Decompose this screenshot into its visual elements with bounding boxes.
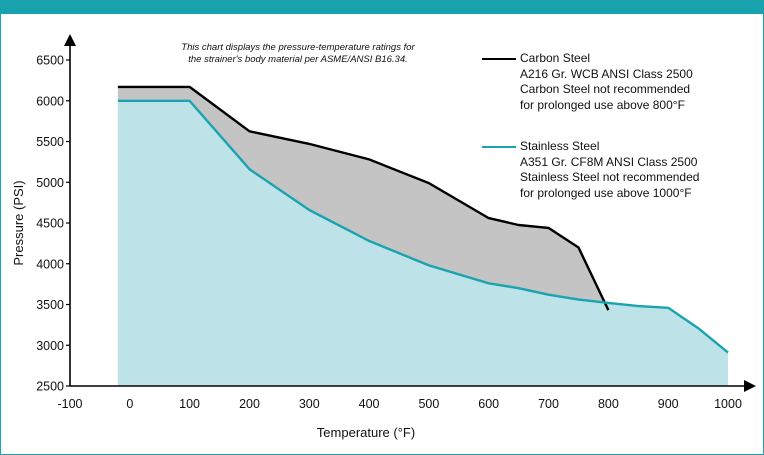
y-tick-label: 4500 (36, 217, 64, 231)
chart-annotation: This chart displays the pressure-tempera… (181, 42, 415, 65)
x-tick-label: 100 (179, 397, 200, 411)
line-carbon-steel (117, 85, 610, 311)
chart-axes (64, 34, 756, 392)
legend-line: Stainless Steel not recommended (520, 170, 700, 185)
legend-swatch-stainless-steel (482, 146, 516, 148)
chart-areas (117, 86, 728, 387)
chart-lines (117, 85, 729, 354)
y-tick-label: 5000 (36, 176, 64, 190)
line-stainless-steel (117, 99, 729, 354)
x-tick-label: 200 (239, 397, 260, 411)
header-band (0, 0, 764, 14)
y-tick-label: 3500 (36, 298, 64, 312)
x-tick-label: 900 (658, 397, 679, 411)
y-tick-label: 3000 (36, 339, 64, 353)
legend-line: A216 Gr. WCB ANSI Class 2500 (520, 66, 693, 81)
y-axis-label: Pressure (PSI) (11, 180, 26, 265)
y-tick-label: 6500 (36, 54, 64, 68)
legend-line: for prolonged use above 1000°F (520, 185, 692, 200)
y-tick-labels: 2500 3000 3500 4000 4500 5000 5500 6000 6500 (36, 54, 70, 394)
legend-carbon-steel: Carbon Steel A216 Gr. WCB ANSI Class 250… (482, 51, 752, 115)
x-tick-label: 1000 (714, 397, 742, 411)
y-tick-label: 5500 (36, 135, 64, 149)
legend-stainless-steel: Stainless Steel A351 Gr. CF8M ANSI Class… (482, 139, 752, 203)
y-axis-arrow (64, 34, 76, 46)
legend-line: Stainless Steel (520, 139, 600, 153)
y-tick-label: 6000 (36, 94, 64, 108)
x-tick-labels: -100 0 100 200 300 400 500 600 700 800 900 1000 (57, 397, 741, 411)
x-axis-arrow (744, 380, 756, 392)
x-tick-label: 300 (299, 397, 320, 411)
legend-line: for prolonged use above 800°F (520, 97, 685, 112)
x-tick-label: 600 (478, 397, 499, 411)
x-tick-label: 500 (418, 397, 439, 411)
x-axis-label: Temperature (°F) (317, 425, 415, 440)
y-tick-label: 4000 (36, 257, 64, 271)
x-tick-label: 700 (538, 397, 559, 411)
x-tick-label: 800 (598, 397, 619, 411)
area-stainless-steel (117, 100, 728, 387)
y-tick-label: 2500 (36, 380, 64, 394)
x-tick-label: -100 (57, 397, 82, 411)
legend-line: Carbon Steel (520, 51, 591, 65)
legend-line: A351 Gr. CF8M ANSI Class 2500 (520, 154, 698, 169)
legend-line: Carbon Steel not recommended (520, 82, 691, 97)
x-tick-label: 0 (126, 397, 133, 411)
legend-swatch-carbon-steel (482, 58, 516, 60)
x-tick-label: 400 (359, 397, 380, 411)
